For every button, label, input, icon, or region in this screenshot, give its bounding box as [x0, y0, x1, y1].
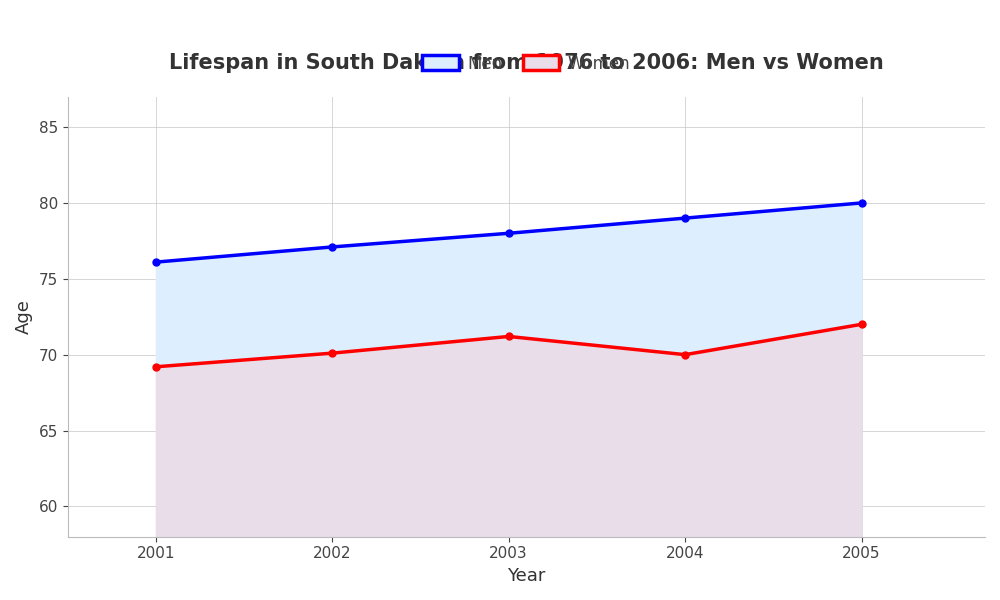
Y-axis label: Age: Age: [15, 299, 33, 334]
Legend: Men, Women: Men, Women: [416, 48, 637, 79]
Title: Lifespan in South Dakota from 1976 to 2006: Men vs Women: Lifespan in South Dakota from 1976 to 20…: [169, 53, 884, 73]
X-axis label: Year: Year: [507, 567, 546, 585]
